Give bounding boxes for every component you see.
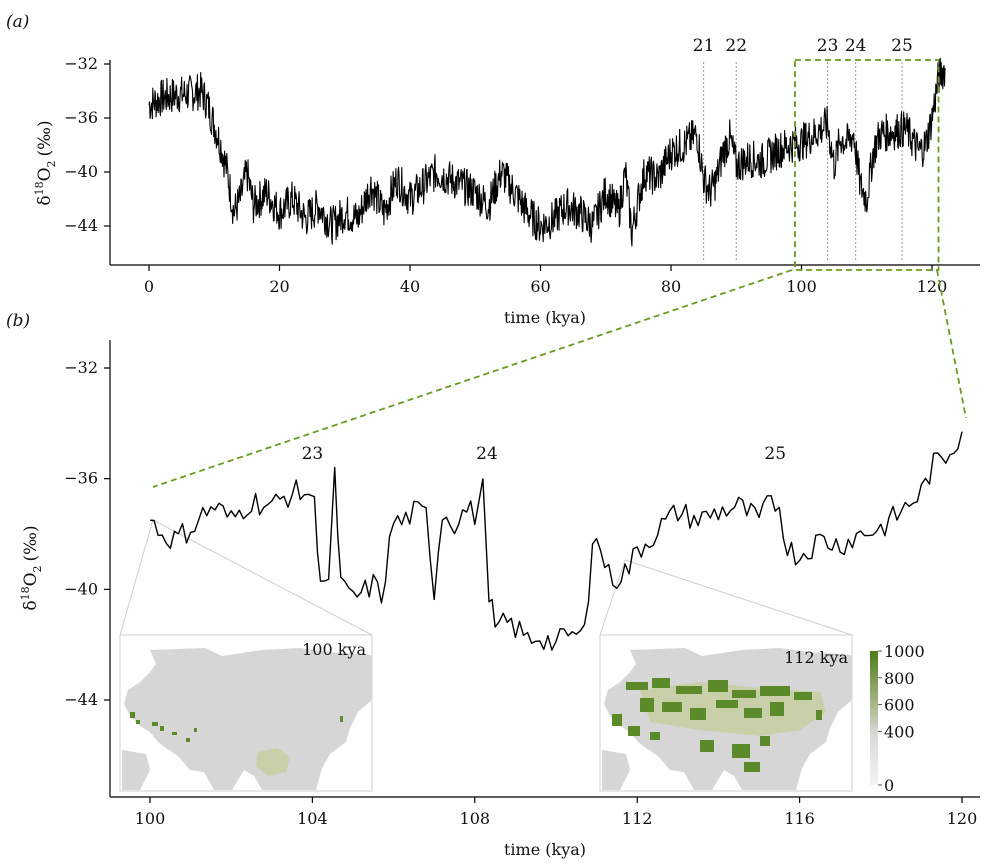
inset-1-label: 100 kya xyxy=(302,640,366,659)
inset-2-pointer-left xyxy=(599,559,626,636)
colorbar-tick-label: 800 xyxy=(884,669,915,688)
panel-a-chart: 0 20 40 60 80 100 120 −32 −36 −40 −44 21 22 23 24 25 xyxy=(64,36,980,296)
panel-b-xtick-label: 116 xyxy=(784,809,815,828)
panel-a-ytick-label: −44 xyxy=(64,216,98,235)
panel-a-ylabel-sup: 18 xyxy=(33,181,46,195)
panel-a-ytick-label: −40 xyxy=(64,162,98,181)
panel-b-ytick-label: −44 xyxy=(64,690,98,709)
panel-a-xtick-label: 40 xyxy=(400,277,420,296)
panel-a-ytick-label: −32 xyxy=(64,54,98,73)
panel-b-ylabel-sup: 18 xyxy=(19,586,32,600)
panel-b-series-line xyxy=(149,431,963,651)
panel-b-ytick-label: −32 xyxy=(64,358,98,377)
zoom-connector-left xyxy=(152,269,793,488)
panel-b-ylabel-unit: (‰) xyxy=(21,525,41,561)
panel-a-ylabel-sub: 2 xyxy=(45,160,58,167)
colorbar-gradient xyxy=(870,651,878,785)
panel-a-ylabel: δ18O2 (‰) xyxy=(33,120,58,205)
inset-2-land-south xyxy=(602,750,630,790)
colorbar-tick-label: 0 xyxy=(884,776,894,795)
svg-text:δ18O2(‰): δ18O2 (‰) xyxy=(19,525,44,610)
panel-b-event-label: 25 xyxy=(764,444,786,464)
panel-a-xlabel: time (kya) xyxy=(504,308,586,327)
panel-a-event-label: 25 xyxy=(891,36,913,56)
panel-b-ylabel-delta: δ xyxy=(21,600,41,610)
panel-a-ytick-label: −36 xyxy=(64,108,98,127)
inset-1-pointer-left xyxy=(119,519,154,636)
panel-a-xtick-label: 100 xyxy=(786,277,817,296)
inset-2-green-patches xyxy=(612,678,822,772)
panel-b-ylabel-o: O xyxy=(21,572,41,586)
panel-b-ylabel-sub: 2 xyxy=(31,565,44,572)
inset-2-pointer-right xyxy=(624,559,853,636)
panel-a-series-line xyxy=(148,57,946,247)
panel-b-xtick-label: 104 xyxy=(297,809,328,828)
panel-b-xtick-label: 112 xyxy=(622,809,653,828)
panel-a-event-label: 24 xyxy=(845,36,867,56)
panel-b-event-label: 24 xyxy=(476,444,498,464)
panel-b-xlabel: time (kya) xyxy=(504,840,586,859)
panel-b-xtick-label: 100 xyxy=(135,809,166,828)
panel-b-event-label: 23 xyxy=(302,444,324,464)
zoom-connector-right xyxy=(936,269,967,419)
inset-1-pointer-right xyxy=(152,519,373,636)
colorbar-tick-label: 400 xyxy=(884,722,915,741)
panel-b-ylabel: δ18O2 (‰) xyxy=(19,525,44,610)
colorbar-tick-label: 600 xyxy=(884,696,915,715)
panel-b-label: (b) xyxy=(6,311,30,331)
panel-a-event-label: 21 xyxy=(693,36,715,56)
svg-text:δ18O2(‰): δ18O2 (‰) xyxy=(33,120,58,205)
inset-1-pale-region xyxy=(256,748,290,776)
panel-a-xtick-label: 120 xyxy=(917,277,948,296)
panel-a-ylabel-unit: (‰) xyxy=(35,120,55,156)
panel-a-xtick-label: 0 xyxy=(144,277,154,296)
colorbar-tick-label: 1000 xyxy=(884,642,925,661)
inset-map-100kya xyxy=(119,634,373,792)
panel-b-xtick-label: 120 xyxy=(947,809,978,828)
panel-a-highlight-box xyxy=(794,59,940,271)
panel-b-chart: 100 104 108 112 116 120 −32 −36 −40 −44 23 24 25 1… xyxy=(64,340,980,828)
panel-a-label: (a) xyxy=(6,12,29,32)
panel-a-xtick-label: 60 xyxy=(530,277,550,296)
panel-b-xtick-label: 108 xyxy=(460,809,491,828)
panel-a-event-label: 23 xyxy=(817,36,839,56)
panel-a-xtick-label: 20 xyxy=(269,277,289,296)
inset-map-112kya xyxy=(599,634,853,792)
colorbar: 1000 800 600 400 0 xyxy=(870,642,925,795)
panel-b-ytick-label: −40 xyxy=(64,579,98,598)
panel-a-xtick-label: 80 xyxy=(661,277,681,296)
inset-1-green-patches xyxy=(130,712,343,742)
panel-a-event-label: 22 xyxy=(725,36,747,56)
panel-a-ylabel-o: O xyxy=(35,167,55,181)
inset-1-land xyxy=(124,648,372,790)
panel-a-ylabel-delta: δ xyxy=(35,195,55,205)
panel-b-ytick-label: −36 xyxy=(64,469,98,488)
inset-2-label: 112 kya xyxy=(784,648,848,667)
inset-1-land-south xyxy=(122,750,150,790)
